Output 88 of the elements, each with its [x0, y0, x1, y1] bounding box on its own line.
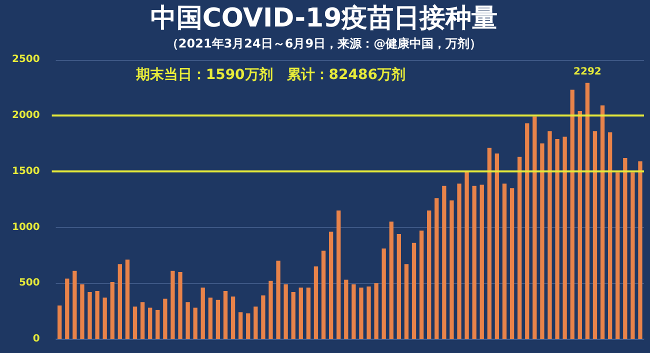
y-tick-label: 1000: [12, 222, 40, 233]
bar: [298, 288, 303, 339]
bar: [570, 90, 574, 339]
bar: [238, 312, 243, 339]
bar: [246, 313, 250, 339]
bar: [163, 298, 168, 339]
bar: [193, 308, 198, 339]
bar: [254, 306, 258, 339]
bar: [623, 158, 628, 339]
bar: [616, 172, 620, 339]
bar: [170, 270, 175, 339]
bar: [359, 288, 364, 339]
bar: [328, 232, 334, 339]
bar: [518, 156, 522, 339]
bar: [389, 222, 394, 339]
bar: [261, 295, 266, 339]
bar: [276, 260, 280, 339]
bar: [88, 292, 92, 339]
bar: [366, 286, 371, 339]
bar: [548, 131, 552, 339]
bar: [284, 284, 288, 339]
bar: [442, 186, 446, 339]
bar: [555, 138, 560, 339]
bar: [148, 308, 152, 339]
bar: [230, 296, 236, 339]
bar: [80, 284, 84, 339]
y-tick-label: 2500: [12, 54, 40, 66]
bar: [118, 264, 122, 339]
bar: [65, 278, 70, 339]
bar: [374, 283, 378, 339]
bar: [268, 280, 273, 339]
chart-subtitle: （2021年3月24日～6月9日，来源：@健康中国，万剂）: [166, 36, 482, 51]
bar: [510, 188, 514, 339]
bar: [156, 310, 160, 339]
chart-title: 中国COVID-19疫苗日接种量: [150, 3, 498, 34]
bar: [72, 270, 77, 339]
bar: [186, 302, 190, 339]
bar: [382, 248, 386, 339]
annotation: 期末当日：1590万剂 累计：82486万剂: [134, 66, 406, 84]
bar: [540, 143, 544, 339]
bar: [487, 148, 492, 339]
bar: [585, 82, 590, 339]
bar: [450, 200, 454, 339]
bar: [600, 105, 605, 339]
bar: [291, 292, 296, 339]
bar: [592, 131, 598, 339]
bar: [208, 298, 212, 339]
bar: [480, 184, 484, 339]
bar: [110, 282, 114, 339]
bar: [95, 290, 100, 339]
bar: [132, 306, 138, 339]
bar: [578, 111, 582, 339]
bar: [472, 186, 476, 339]
bar: [608, 132, 612, 339]
bar: [102, 298, 107, 339]
bar: [321, 250, 326, 339]
y-tick-label: 500: [18, 278, 40, 289]
y-tick-label: 2000: [12, 110, 40, 122]
y-tick-label: 1500: [12, 166, 40, 177]
bar: [125, 260, 130, 339]
bar: [216, 300, 220, 339]
bar: [532, 116, 537, 339]
bar: [427, 210, 432, 339]
bar: [223, 290, 228, 339]
bar: [464, 171, 469, 339]
bar: [404, 264, 409, 339]
bar: [434, 198, 439, 339]
bar: [419, 230, 424, 339]
bar: [178, 272, 182, 339]
y-tick-label: 0: [32, 334, 40, 345]
bar: [200, 288, 205, 339]
bar: [412, 242, 416, 339]
bar: [344, 280, 348, 339]
bar: [525, 123, 530, 339]
bar: [638, 161, 642, 339]
bar: [58, 305, 62, 339]
data-label: 2292: [574, 66, 602, 78]
bar: [140, 302, 145, 339]
bar: [630, 172, 635, 339]
bar: [502, 184, 507, 339]
bar: [562, 136, 567, 339]
bar: [457, 184, 462, 339]
bar: [396, 234, 402, 339]
bar: [336, 210, 341, 339]
bar: [352, 284, 356, 339]
bar: [306, 288, 311, 339]
bar: [494, 153, 500, 339]
bar: [314, 266, 318, 339]
